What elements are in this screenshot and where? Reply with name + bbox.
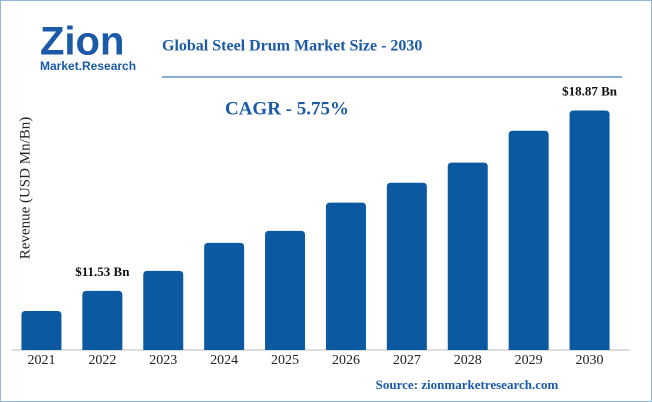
data-label: $11.53 Bn [75,264,130,279]
logo-tagline: Market.Research [40,59,136,73]
x-tick-label: 2021 [27,353,55,368]
bar [447,162,488,350]
x-tick-label: 2026 [332,353,360,368]
x-tick-label: 2028 [454,353,482,368]
annotation: CAGR - 5.75% [225,98,349,119]
bar [569,110,610,350]
x-tick-label: 2030 [576,353,604,368]
data-label: $18.87 Bn [562,84,618,99]
bar [325,202,366,350]
bar [265,230,306,350]
x-tick-label: 2029 [515,353,543,368]
bar [204,242,245,350]
logo-name: Zion [40,20,124,64]
bar [82,290,123,350]
x-tick-label: 2027 [393,353,421,368]
x-tick-label: 2024 [210,353,238,368]
source: Source: zionmarketresearch.com [376,377,559,392]
y-axis-label: Revenue (USD Mn/Bn) [17,117,33,260]
x-tick-label: 2023 [149,353,177,368]
bar [508,130,549,350]
bar [143,270,184,350]
bar [386,182,427,350]
chart-title: Global Steel Drum Market Size - 2030 [162,38,422,55]
bar [21,310,62,350]
x-tick-label: 2022 [88,353,116,368]
x-tick-label: 2025 [271,353,299,368]
